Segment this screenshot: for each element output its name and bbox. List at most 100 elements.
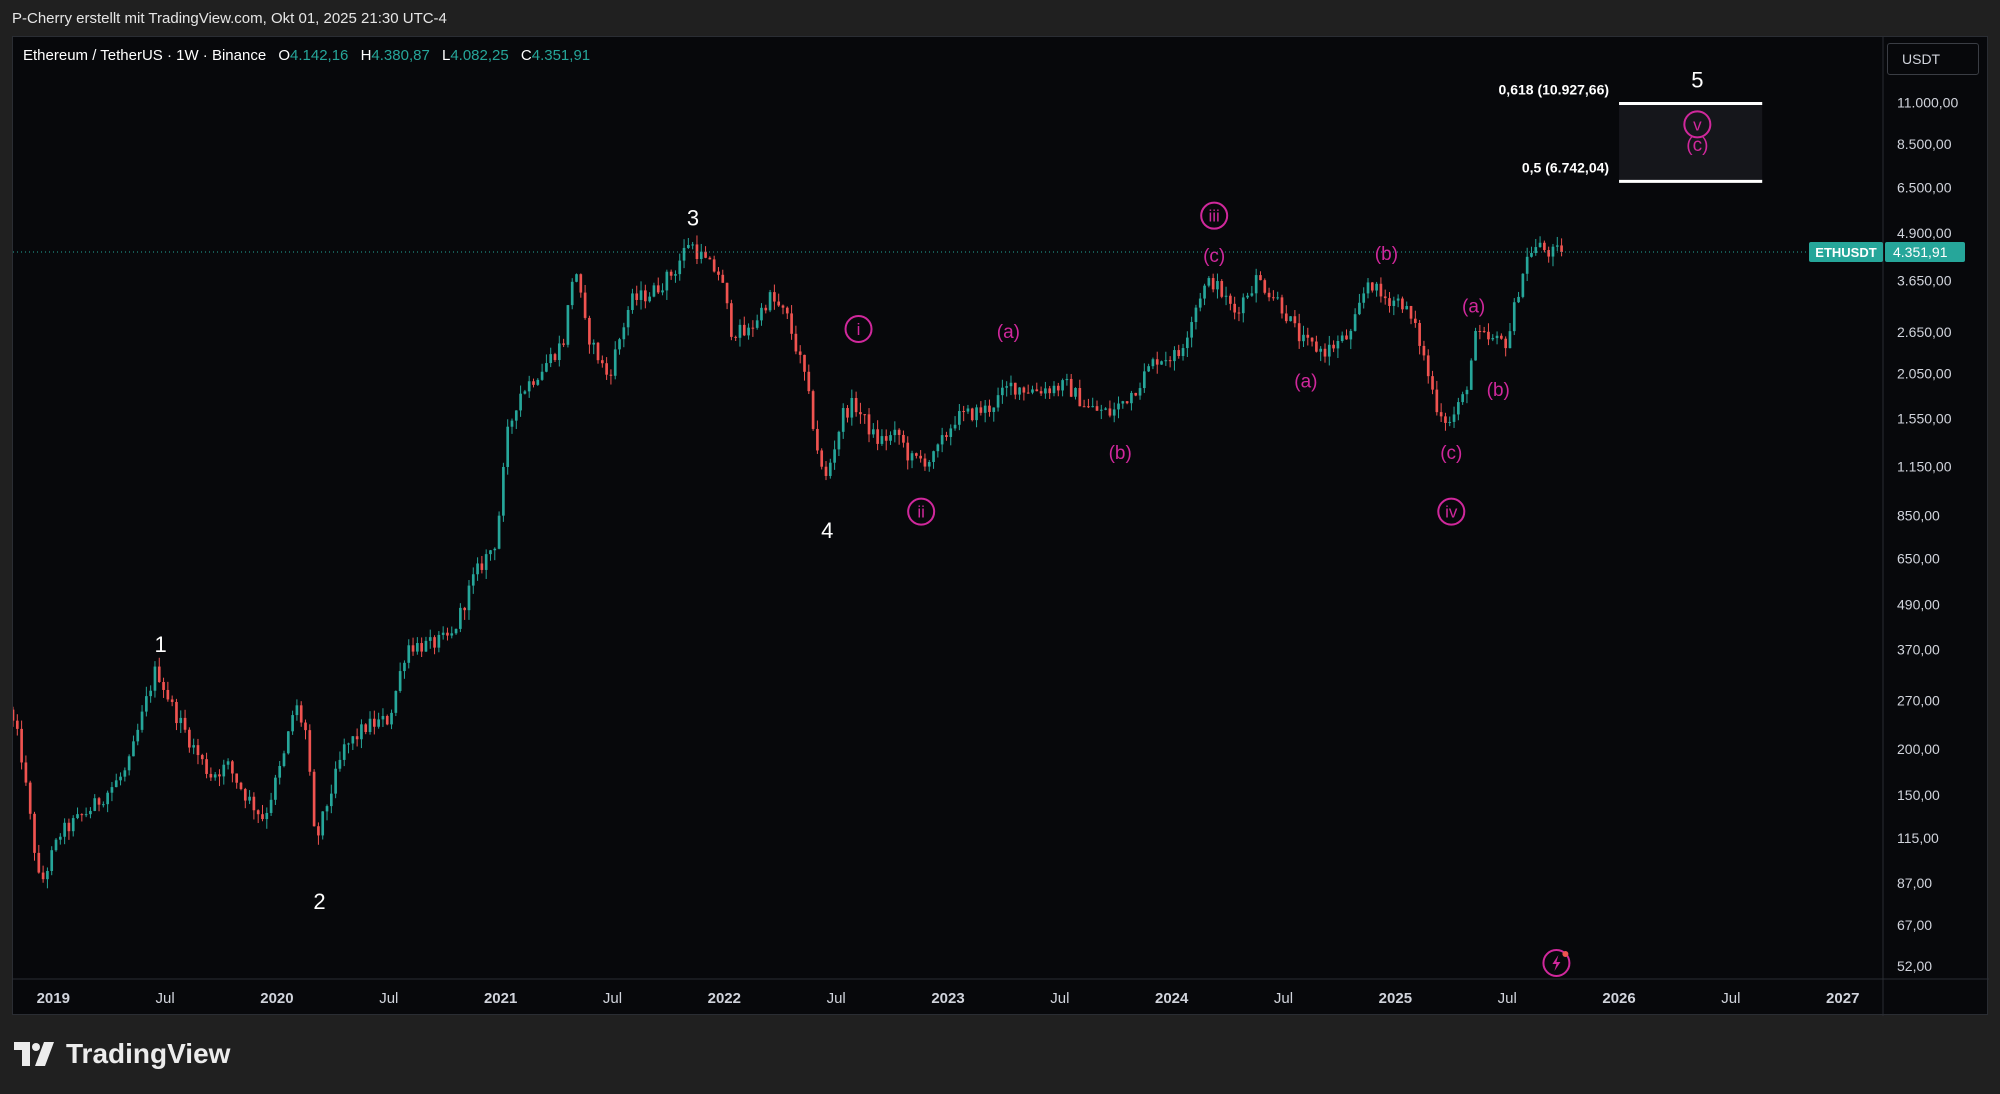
candle — [282, 750, 286, 768]
y-tick-label: 1.550,00 — [1897, 411, 1952, 427]
candle — [755, 314, 759, 330]
candle — [89, 807, 92, 819]
candle — [192, 738, 196, 755]
candle-body — [256, 810, 260, 815]
candle-body — [1224, 295, 1228, 297]
chart-panel[interactable]: 0,618 (10.927,66) 0,5 (6.742,04) 1 2 3 4 5 i ii… — [12, 36, 1989, 1016]
candle-body — [368, 718, 372, 733]
candle — [1297, 313, 1301, 349]
candle-body — [291, 715, 294, 732]
candle — [730, 299, 733, 341]
candle-body — [695, 244, 699, 259]
symbol-legend[interactable]: Ethereum / TetherUS · 1W · Binance O4.14… — [23, 47, 590, 64]
candle — [140, 705, 144, 733]
candle-body — [1465, 389, 1469, 395]
candle-body — [132, 741, 135, 757]
candle-body — [1039, 391, 1043, 394]
x-tick-label: 2023 — [931, 990, 964, 1007]
low-value: 4.082,25 — [450, 47, 509, 64]
candle-body — [1543, 242, 1546, 251]
candle — [1254, 268, 1258, 303]
candle — [1487, 323, 1490, 346]
candle — [1001, 379, 1004, 404]
candle-body — [321, 811, 325, 836]
candle-body — [1164, 360, 1168, 362]
symbol-title[interactable]: Ethereum / TetherUS · 1W · Binance — [23, 47, 267, 64]
candle-body — [919, 455, 922, 459]
candle-body — [1203, 285, 1206, 299]
candle-body — [170, 699, 174, 702]
candle-body — [398, 671, 402, 691]
candle — [428, 629, 432, 649]
candle — [927, 459, 931, 472]
candle — [1190, 316, 1193, 348]
candle — [153, 661, 157, 698]
y-tick-label: 87,00 — [1897, 875, 1932, 891]
candle — [1383, 289, 1387, 305]
candle-body — [725, 282, 729, 304]
candle-body — [721, 274, 725, 283]
candle — [1358, 293, 1361, 316]
candle-body — [84, 814, 88, 816]
candle — [605, 357, 608, 380]
candle-body — [609, 374, 613, 376]
tradingview-logo[interactable]: TradingView — [14, 1038, 230, 1070]
candle — [1181, 343, 1185, 361]
fib-zone — [1619, 103, 1763, 182]
currency-selector[interactable]: USDT — [1887, 43, 1979, 75]
candle — [1543, 240, 1546, 253]
candle-body — [304, 722, 307, 731]
wave-label-paren: (b) — [1109, 443, 1132, 464]
candle — [231, 760, 234, 783]
candle-body — [790, 313, 793, 334]
candle-body — [157, 666, 161, 683]
candle — [992, 407, 996, 422]
candle-body — [24, 762, 28, 783]
candle — [1099, 404, 1103, 420]
candle-body — [588, 317, 591, 345]
candle-body — [459, 607, 462, 629]
y-tick-label: 52,00 — [1897, 958, 1932, 974]
candle-body — [1216, 281, 1219, 290]
candle — [1216, 273, 1219, 299]
candle — [863, 414, 867, 424]
candle — [484, 549, 488, 579]
candle — [708, 256, 712, 260]
candle — [725, 282, 729, 310]
candle-body — [734, 336, 738, 338]
candle-body — [218, 774, 221, 777]
candle-body — [1186, 337, 1189, 349]
candle-body — [20, 728, 23, 763]
candle — [846, 405, 849, 423]
candle — [962, 405, 965, 422]
candle — [1452, 406, 1456, 428]
candle-body — [1121, 401, 1125, 404]
candle — [1422, 340, 1426, 361]
candle-body — [1521, 273, 1525, 297]
candle-body — [1151, 359, 1155, 367]
candle-body — [785, 307, 789, 314]
candle-body — [833, 449, 836, 463]
candles — [13, 235, 1563, 889]
candle-body — [450, 633, 454, 636]
candle — [1211, 273, 1215, 293]
candle-body — [489, 550, 492, 555]
candle-body — [243, 789, 247, 801]
candle-body — [1168, 360, 1172, 362]
candle — [661, 283, 664, 296]
candle — [157, 657, 161, 683]
candle — [1065, 373, 1069, 386]
candle-body — [463, 607, 467, 611]
candle-body — [1048, 388, 1052, 394]
candle — [1444, 412, 1447, 431]
candle — [1495, 331, 1499, 345]
candle — [1018, 387, 1021, 400]
wave-label-circle: i — [844, 314, 873, 343]
wave-circle-text: iii — [1209, 207, 1220, 226]
candle-body — [798, 351, 802, 355]
price-chart[interactable]: 0,618 (10.927,66)0,5 (6.742,04) 12345iii… — [13, 37, 1989, 1016]
candle — [114, 773, 118, 788]
candle — [1508, 323, 1512, 349]
candle-body — [1052, 385, 1056, 394]
candle-body — [325, 806, 329, 812]
